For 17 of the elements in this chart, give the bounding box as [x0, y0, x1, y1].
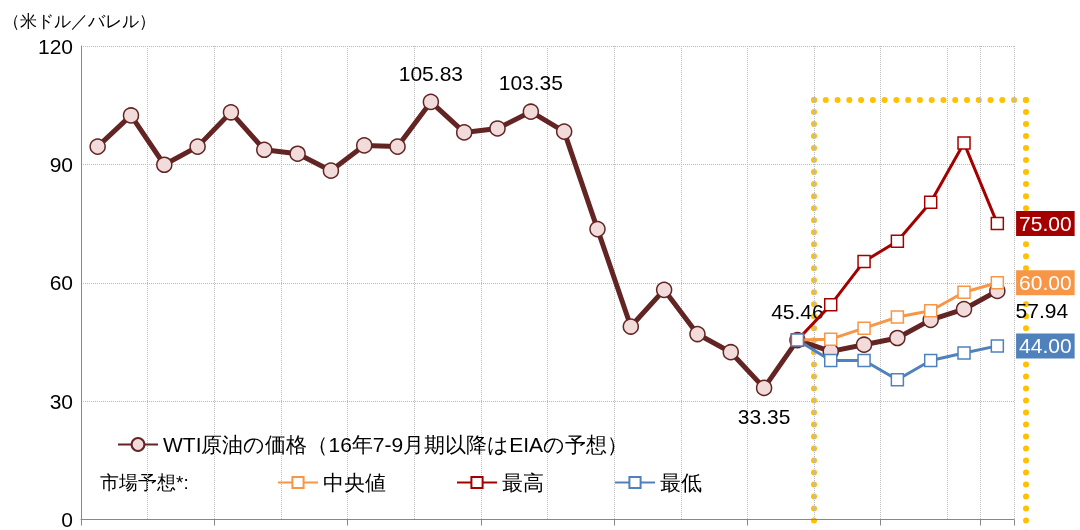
data-label: 60.00	[1019, 271, 1072, 295]
data-label: 44.00	[1019, 334, 1072, 358]
data-label: 33.35	[737, 405, 791, 429]
legend-label: 最高	[502, 471, 544, 494]
y-tick-label: 90	[49, 152, 73, 176]
data-label: 75.00	[1019, 212, 1072, 236]
y-axis-title: （米ドル／バレル）	[3, 12, 156, 31]
legend-label: WTI原油の価格（16年7-9月期以降はEIAの予想）	[163, 433, 629, 456]
data-label: 103.35	[498, 71, 563, 95]
legend-label: 中央値	[323, 471, 386, 494]
y-tick-label: 60	[49, 271, 73, 295]
y-tick-label: 0	[61, 508, 73, 530]
data-label: 57.94	[1015, 299, 1069, 323]
y-tick-label: 30	[49, 389, 73, 413]
legend-label: 最低	[660, 471, 702, 494]
data-label: 105.83	[398, 61, 463, 85]
y-tick-label: 120	[37, 34, 73, 58]
